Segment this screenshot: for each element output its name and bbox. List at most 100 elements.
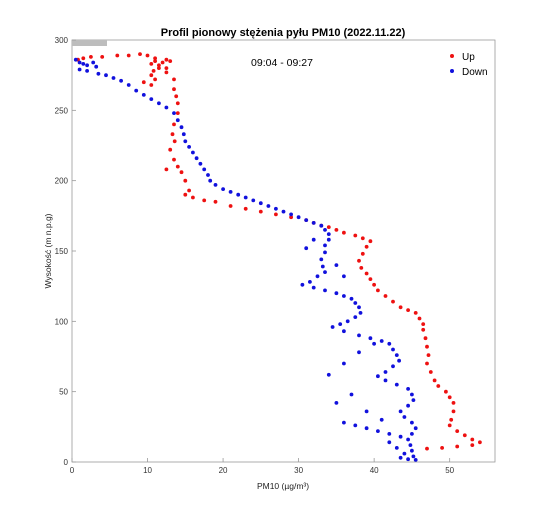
- data-point-down: [85, 69, 89, 73]
- data-point-up: [175, 101, 180, 106]
- data-point-up: [342, 230, 346, 235]
- data-point-down: [334, 291, 339, 296]
- data-point-up: [164, 70, 169, 75]
- data-point-up: [360, 251, 365, 256]
- plot-area: 0 10 20 30 40 50 0 50 100 150 200 250 300: [55, 36, 496, 475]
- data-point-down: [391, 364, 395, 369]
- axis-ticks: 0 10 20 30 40 50 0 50 100 150 200 250 300: [55, 36, 455, 475]
- data-point-down: [274, 206, 278, 211]
- data-point-down: [91, 60, 96, 65]
- x-tick-label: 0: [70, 466, 75, 475]
- data-point-down: [258, 201, 263, 206]
- data-point-up: [455, 444, 460, 449]
- data-point-up: [151, 69, 156, 73]
- data-point-down: [326, 372, 331, 377]
- data-point-up: [89, 55, 93, 59]
- data-point-down: [281, 209, 286, 214]
- data-point-up: [470, 437, 475, 442]
- data-point-down: [357, 305, 361, 310]
- data-point-down: [172, 111, 176, 115]
- data-point-down: [179, 125, 184, 130]
- data-points: [73, 52, 482, 462]
- data-point-down: [342, 329, 346, 334]
- data-point-down: [77, 67, 82, 72]
- y-tick-label: 300: [55, 36, 69, 45]
- data-point-down: [323, 228, 327, 232]
- data-point-up: [183, 178, 188, 183]
- data-point-up: [187, 188, 192, 193]
- data-point-down: [221, 187, 226, 192]
- data-point-down: [134, 88, 139, 93]
- data-point-down: [402, 415, 407, 419]
- data-point-up: [149, 62, 154, 66]
- data-point-up: [141, 80, 146, 85]
- data-point-up: [451, 401, 456, 405]
- data-point-down: [311, 237, 316, 242]
- data-point-up: [436, 384, 441, 388]
- data-point-up: [478, 440, 482, 445]
- chart-title: Profil pionowy stężenia pyłu PM10 (2022.…: [161, 27, 406, 39]
- data-point-up: [391, 299, 395, 304]
- data-point-up: [383, 294, 388, 298]
- data-point-down: [413, 426, 418, 431]
- data-point-down: [323, 243, 327, 248]
- data-point-down: [379, 417, 384, 422]
- legend: Up Down: [450, 52, 488, 78]
- data-point-down: [406, 403, 410, 408]
- data-point-down: [411, 454, 416, 459]
- data-point-down: [323, 288, 327, 293]
- data-point-up: [258, 209, 263, 214]
- data-point-up: [168, 147, 173, 152]
- data-point-down: [81, 62, 86, 66]
- data-point-down: [111, 76, 116, 80]
- data-point-up: [149, 83, 154, 87]
- data-point-down: [364, 426, 369, 431]
- data-point-down: [394, 353, 399, 357]
- data-point-down: [183, 139, 188, 144]
- data-point-up: [191, 195, 195, 200]
- data-point-down: [413, 458, 418, 462]
- data-point-up: [455, 429, 460, 433]
- data-point-down: [357, 350, 361, 355]
- axes-frame: [71, 39, 496, 463]
- data-point-down: [376, 374, 380, 379]
- data-point-up: [425, 344, 429, 349]
- data-point-down: [410, 448, 414, 453]
- data-point-down: [94, 64, 99, 69]
- data-point-down: [187, 145, 192, 149]
- data-point-up: [153, 77, 158, 82]
- data-point-down: [77, 60, 82, 65]
- data-point-down: [304, 246, 309, 251]
- data-point-up: [368, 239, 373, 244]
- data-point-up: [406, 308, 410, 312]
- data-point-down: [206, 173, 210, 177]
- data-point-up: [364, 244, 369, 249]
- data-point-up: [115, 53, 120, 58]
- data-point-down: [406, 437, 410, 442]
- data-point-up: [357, 258, 361, 263]
- data-point-up: [243, 206, 248, 211]
- data-point-down: [397, 358, 401, 363]
- data-point-up: [160, 60, 165, 65]
- data-point-down: [338, 322, 343, 326]
- data-point-down: [266, 204, 271, 208]
- data-point-down: [334, 263, 339, 267]
- data-point-down: [96, 71, 101, 76]
- data-point-up: [228, 204, 233, 208]
- data-point-up: [100, 55, 105, 59]
- data-point-down: [368, 336, 373, 341]
- data-point-down: [323, 250, 327, 255]
- x-tick-label: 20: [219, 466, 228, 475]
- data-point-down: [300, 282, 305, 287]
- data-point-up: [138, 52, 142, 56]
- data-point-up: [172, 157, 176, 162]
- data-point-down: [387, 440, 392, 445]
- data-point-up: [449, 417, 454, 422]
- data-point-down: [379, 339, 384, 343]
- data-point-up: [425, 446, 429, 451]
- data-point-up: [164, 66, 169, 70]
- data-point-up: [368, 277, 373, 281]
- data-point-down: [194, 156, 199, 161]
- data-point-up: [359, 266, 364, 270]
